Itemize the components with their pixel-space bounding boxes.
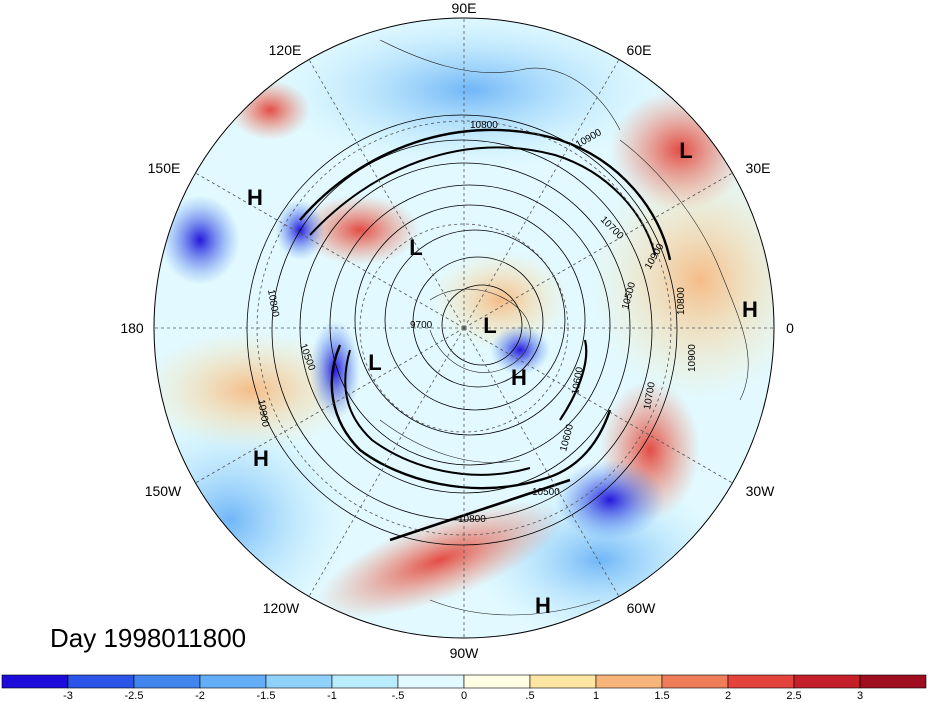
colorbar-swatch bbox=[1, 674, 69, 689]
colorbar-tick-label: -2.5 bbox=[125, 690, 144, 702]
lon-label-60e: 60E bbox=[627, 42, 652, 58]
colorbar-tick-label: 1 bbox=[593, 690, 599, 702]
meridian-line bbox=[463, 327, 733, 484]
meridian-line bbox=[463, 59, 620, 329]
colorbar-swatch bbox=[727, 674, 795, 689]
colorbar-tick-label: -.5 bbox=[392, 690, 405, 702]
colorbar-tick-label: .5 bbox=[525, 690, 534, 702]
graticule-meridians bbox=[154, 18, 774, 638]
lon-label-180: 180 bbox=[120, 320, 144, 336]
lon-label-30w: 30W bbox=[746, 483, 776, 499]
colorbar-tick-label: -3 bbox=[63, 690, 73, 702]
colorbar-tick-label: 0 bbox=[461, 690, 467, 702]
contour-label: 10600 bbox=[570, 366, 586, 396]
lon-label-90w: 90W bbox=[450, 645, 480, 661]
contour-label: 10900 bbox=[255, 399, 271, 429]
pressure-center-label: H bbox=[253, 446, 269, 471]
colorbar-swatch bbox=[199, 674, 267, 689]
colorbar-swatch bbox=[463, 674, 531, 689]
colorbar-swatch bbox=[133, 674, 201, 689]
colorbar-tick-label: -1.5 bbox=[257, 690, 276, 702]
longitude-labels: 90E 60E 30E 0 30W 60W 90W 120W 150W 180 … bbox=[120, 0, 794, 661]
contour-label: 10900 bbox=[687, 344, 698, 372]
colorbar: -3 -2.5 -2 -1.5 -1 -.5 0 .5 1 1.5 2 2.5 3 bbox=[1, 674, 927, 702]
lon-label-120e: 120E bbox=[269, 42, 302, 58]
map-border bbox=[153, 17, 775, 639]
lon-label-150e: 150E bbox=[148, 160, 181, 176]
colorbar-tick-label: 1.5 bbox=[654, 690, 669, 702]
pressure-center-label: L bbox=[483, 313, 496, 338]
lon-label-150w: 150W bbox=[145, 483, 182, 499]
meridian-line bbox=[463, 172, 733, 329]
colorbar-tick-label: -2 bbox=[195, 690, 205, 702]
colorbar-tick-label: 2 bbox=[725, 690, 731, 702]
contour-label: 10700 bbox=[642, 381, 658, 411]
colorbar-swatch bbox=[67, 674, 135, 689]
pressure-center-label: L bbox=[368, 350, 381, 375]
coastlines bbox=[379, 39, 749, 616]
lon-label-0: 0 bbox=[786, 320, 794, 336]
day-title: Day 1998011800 bbox=[50, 623, 246, 653]
colorbar-swatch bbox=[331, 674, 399, 689]
contour-label: 10500 bbox=[532, 487, 560, 498]
contour-label: 10800 bbox=[265, 289, 281, 319]
colorbar-swatch bbox=[595, 674, 663, 689]
pressure-center-label: H bbox=[247, 185, 263, 210]
colorbar-tick-label: 2.5 bbox=[786, 690, 801, 702]
colorbar-swatch bbox=[661, 674, 729, 689]
pressure-center-label: L bbox=[679, 138, 692, 163]
lon-label-30e: 30E bbox=[746, 160, 771, 176]
colorbar-swatch bbox=[397, 674, 465, 689]
colorbar-swatch bbox=[529, 674, 597, 689]
colorbar-swatch bbox=[793, 674, 861, 689]
height-contours bbox=[246, 114, 678, 546]
lon-label-60w: 60W bbox=[627, 600, 657, 616]
pressure-center-label: H bbox=[511, 365, 527, 390]
meridian-line bbox=[308, 327, 465, 597]
contour-label: 10800 bbox=[458, 514, 486, 525]
lon-label-120w: 120W bbox=[263, 600, 300, 616]
lon-label-90e: 90E bbox=[452, 0, 477, 16]
colorbar-tick-label: -1 bbox=[327, 690, 337, 702]
colorbar-tick-label: 3 bbox=[857, 690, 863, 702]
contour-label: 10800 bbox=[676, 287, 687, 315]
colorbar-swatch bbox=[265, 674, 333, 689]
pressure-centers: L H L H L L H H H bbox=[247, 138, 758, 618]
pressure-center-label: H bbox=[742, 297, 758, 322]
graticule-latitudes bbox=[256, 120, 672, 536]
contour-label: 9700 bbox=[410, 320, 433, 331]
pressure-center-label: H bbox=[535, 593, 551, 618]
meridian-line bbox=[195, 327, 465, 484]
pressure-center-label: L bbox=[409, 235, 422, 260]
anomaly-field bbox=[154, 18, 774, 638]
meridian-line bbox=[308, 59, 465, 329]
meridian-line bbox=[195, 172, 465, 329]
colorbar-swatch bbox=[859, 674, 927, 689]
contour-label: 10800 bbox=[470, 120, 498, 131]
meridian-line bbox=[463, 327, 620, 597]
